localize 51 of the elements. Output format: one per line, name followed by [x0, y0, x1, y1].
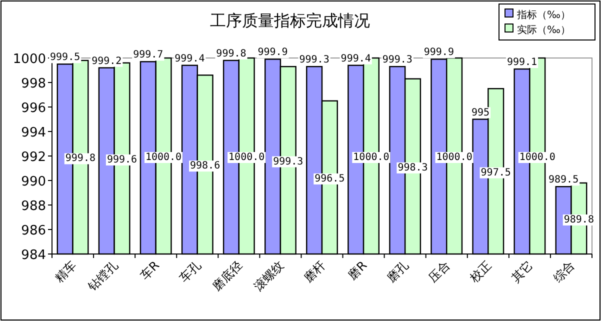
x-tick-label: 钻镗孔	[84, 258, 120, 294]
x-tick-label: 精车	[52, 258, 79, 286]
data-label: 995	[471, 107, 490, 118]
data-label: 999.7	[133, 50, 164, 61]
chart-title: 工序质量指标完成情况	[210, 11, 370, 30]
data-label: 999.5	[50, 52, 80, 64]
y-tick-label: 998	[21, 76, 46, 92]
data-label: 1000.0	[145, 152, 182, 163]
legend-label: 指标（‰）	[516, 9, 570, 21]
y-tick-label: 990	[21, 174, 46, 190]
data-label: 999.8	[65, 153, 96, 164]
x-tick-label: 车R	[138, 258, 162, 283]
data-label: 997.5	[480, 167, 511, 178]
data-label: 1000.0	[436, 152, 472, 163]
data-label: 998.6	[190, 160, 220, 172]
data-label: 999.3	[299, 54, 330, 66]
data-label: 999.3	[273, 156, 304, 168]
data-label: 1000.0	[353, 152, 390, 163]
y-tick-label: 996	[21, 101, 46, 116]
x-tick-label: 滚螺纹	[251, 258, 287, 294]
x-tick-label: 校正	[466, 258, 494, 286]
x-tick-label: 磨R	[345, 258, 370, 283]
data-label: 999.2	[92, 56, 122, 67]
data-label: 999.6	[106, 154, 138, 166]
data-label: 999.9	[258, 47, 288, 58]
x-tick-label: 其它	[508, 258, 536, 286]
data-label: 999.9	[424, 47, 454, 58]
x-tick-label: 综合	[550, 258, 578, 286]
y-tick-label: 984	[21, 248, 46, 263]
data-label: 989.5	[548, 174, 579, 186]
x-tick-label: 磨杆	[301, 258, 328, 286]
y-tick-label: 994	[21, 126, 46, 140]
y-tick-label: 988	[21, 199, 46, 214]
data-label: 1000.0	[519, 152, 556, 163]
legend-label: 实际（‰）	[517, 24, 570, 36]
data-label: 999.4	[174, 53, 205, 64]
x-tick-label: 压合	[426, 258, 453, 286]
data-label: 998.3	[398, 162, 428, 174]
x-tick-label: 磨底径	[210, 258, 246, 294]
data-label: 989.8	[564, 214, 594, 226]
x-tick-label: 车孔	[176, 258, 204, 286]
data-label: 1000.0	[228, 152, 265, 163]
data-label: 999.1	[506, 57, 538, 68]
data-label: 999.8	[216, 48, 246, 60]
y-tick-label: 1000	[12, 52, 46, 67]
y-tick-label: 992	[21, 150, 46, 165]
data-label: 999.4	[340, 53, 371, 64]
data-label: 999.3	[382, 54, 412, 66]
data-label: 996.5	[314, 173, 345, 184]
y-tick-label: 986	[21, 224, 46, 238]
x-tick-label: 磨孔	[384, 258, 412, 286]
